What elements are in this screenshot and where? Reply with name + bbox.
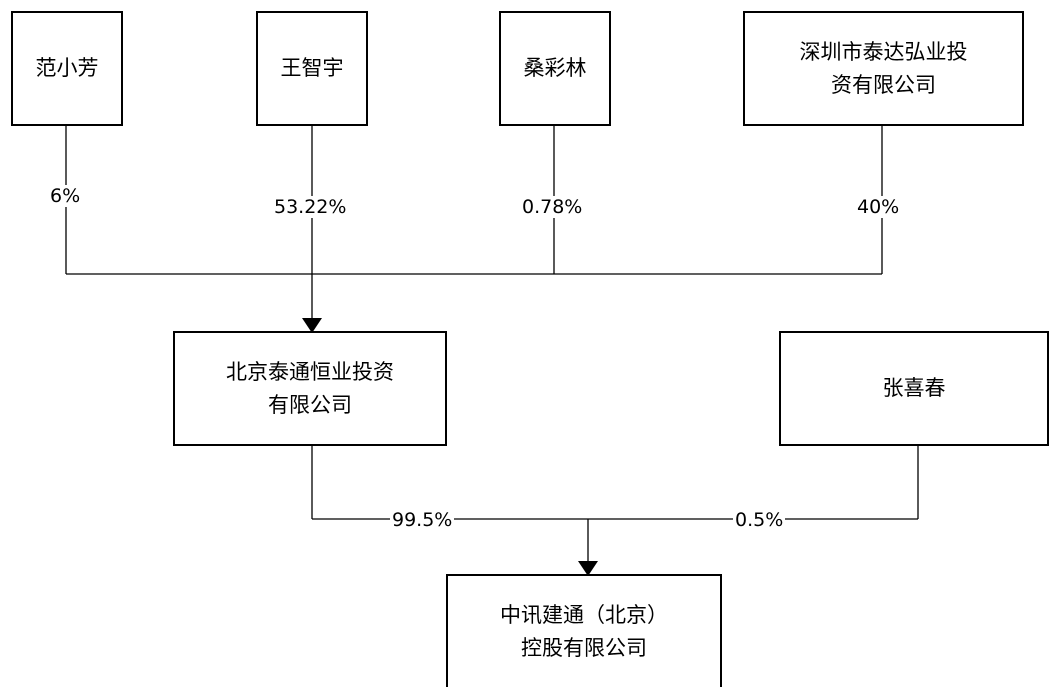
node-fan-xiaofang: 范小芳 bbox=[11, 11, 123, 126]
pct-shenzhen: 40% bbox=[855, 196, 902, 218]
node-zhang-xichun: 张喜春 bbox=[779, 331, 1049, 446]
pct-wang: 53.22% bbox=[272, 196, 349, 218]
arrowhead-to-company bbox=[578, 561, 598, 576]
pct-fan: 6% bbox=[48, 185, 83, 207]
node-sang-cailin: 桑彩林 bbox=[499, 11, 611, 126]
pct-sang: 0.78% bbox=[520, 196, 585, 218]
top-connectors bbox=[65, 125, 883, 322]
pct-zhang: 0.5% bbox=[733, 509, 786, 531]
node-shenzhen-taida: 深圳市泰达弘业投 资有限公司 bbox=[743, 11, 1024, 126]
pct-beijing: 99.5% bbox=[390, 509, 455, 531]
node-beijing-taitong: 北京泰通恒业投资 有限公司 bbox=[173, 331, 447, 446]
node-wang-zhiyu: 王智宇 bbox=[256, 11, 368, 126]
arrowhead-to-beijing bbox=[302, 318, 322, 333]
bottom-connectors bbox=[311, 444, 919, 565]
node-zhongxun-jiantong: 中讯建通（北京） 控股有限公司 bbox=[446, 574, 722, 687]
